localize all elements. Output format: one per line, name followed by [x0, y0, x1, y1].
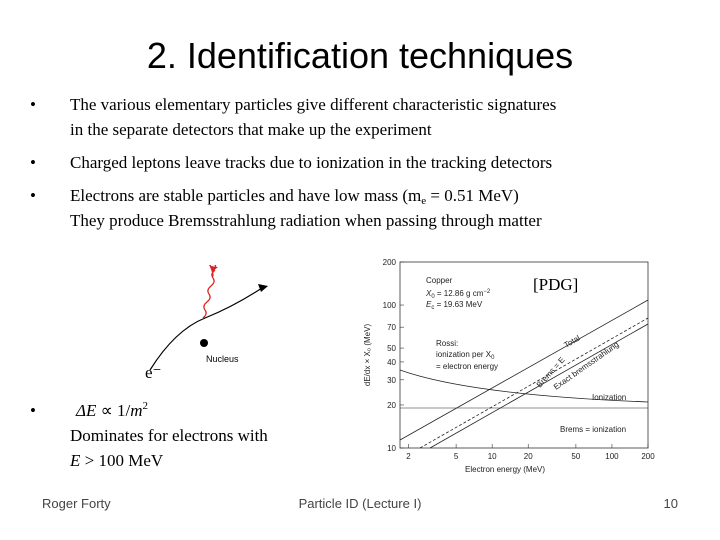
photon-label: γ [208, 258, 217, 277]
photon-arrow [211, 266, 218, 272]
x-axis-label: Electron energy (MeV) [465, 465, 545, 474]
text-part: ∝ 1/ [96, 401, 130, 420]
bullet-text: They produce Bremsstrahlung radiation wh… [70, 211, 542, 230]
footer-page: 10 [664, 496, 678, 511]
bullet-dot: • [30, 153, 36, 172]
text-part: ionization per X [436, 350, 492, 359]
text-part: = 12.86 g cm [435, 289, 484, 298]
bullet-text: Charged leptons leave tracks due to ioni… [70, 153, 552, 172]
curve-label: Brems = ionization [560, 425, 626, 434]
text-part: E [69, 451, 81, 470]
y-tick-label: 70 [387, 323, 396, 332]
subscript: c [431, 305, 434, 311]
curve-label: Ionization [592, 393, 626, 402]
arrow-head [258, 284, 268, 292]
x-tick-label: 200 [641, 452, 655, 461]
bullets: • The various elementary particles give … [30, 95, 556, 470]
bullet-dot: • [30, 401, 36, 420]
x-tick-label: 10 [488, 452, 497, 461]
text-part: Electrons are stable particles and have … [70, 186, 421, 205]
text-part: = 19.63 MeV [434, 300, 482, 309]
nucleus [200, 339, 208, 347]
subscript: 0 [491, 355, 495, 361]
y-tick-label: 50 [387, 344, 396, 353]
ionization-curve [399, 369, 649, 403]
bullet-text: Electrons are stable particles and have … [70, 186, 519, 207]
rossi-label: Rossi: [436, 339, 458, 348]
text-part: = 0.51 MeV) [426, 186, 519, 205]
bullet-text: E > 100 MeV [69, 451, 164, 470]
total-curve [399, 299, 649, 441]
bullet-dot: • [30, 95, 36, 114]
legend-material: Copper [426, 276, 453, 285]
y-tick-label: 200 [383, 258, 397, 267]
rossi-label: = electron energy [436, 362, 498, 371]
y-axis-label: dE/dx × X₀ (MeV) [363, 324, 372, 387]
bullet-text: in the separate detectors that make up t… [70, 120, 432, 139]
slide-title: 2. Identification techniques [147, 35, 573, 76]
x-tick-label: 2 [406, 452, 411, 461]
brems-curve [419, 317, 649, 449]
electron-label: e⁻ [145, 363, 162, 382]
text-part: ΔE [75, 401, 97, 420]
y-tick-label: 100 [383, 301, 397, 310]
text-part: E [426, 300, 432, 309]
subscript: e [421, 195, 426, 207]
brems-diagram: γ Nucleus e⁻ [145, 258, 268, 382]
x-tick-label: 20 [524, 452, 533, 461]
bullet-dot: • [30, 186, 36, 205]
y-tick-label: 10 [387, 444, 396, 453]
bullet-text: Dominates for electrons with [70, 426, 268, 445]
footer-lecture: Particle ID (Lecture I) [299, 496, 422, 511]
nucleus-label: Nucleus [206, 354, 239, 364]
superscript: −2 [483, 289, 491, 295]
y-tick-label: 20 [387, 401, 396, 410]
x-tick-label: 100 [605, 452, 619, 461]
subscript: 0 [431, 294, 435, 300]
x-tick-label: 50 [571, 452, 580, 461]
y-tick-label: 40 [387, 358, 396, 367]
superscript: 2 [143, 400, 149, 412]
source-label: [PDG] [533, 275, 578, 294]
text-part: m [130, 401, 142, 420]
text-part: X [425, 289, 432, 298]
electron-track [149, 285, 266, 371]
photon-wave [202, 269, 216, 319]
x-tick-label: 5 [454, 452, 459, 461]
footer: Roger Forty Particle ID (Lecture I) 10 [42, 496, 678, 511]
legend-ec: Ec = 19.63 MeV [426, 300, 483, 311]
plot-frame [399, 261, 649, 449]
y-tick-label: 30 [387, 376, 396, 385]
text-part: > 100 MeV [80, 451, 163, 470]
footer-author: Roger Forty [42, 496, 111, 511]
rossi-label: ionization per X0 [436, 350, 495, 361]
bullet-text: The various elementary particles give di… [70, 95, 556, 114]
formula: ΔE ∝ 1/m2 [75, 400, 148, 420]
exact-curve [429, 323, 649, 449]
legend-x0: X0 = 12.86 g cm−2 [425, 289, 491, 300]
